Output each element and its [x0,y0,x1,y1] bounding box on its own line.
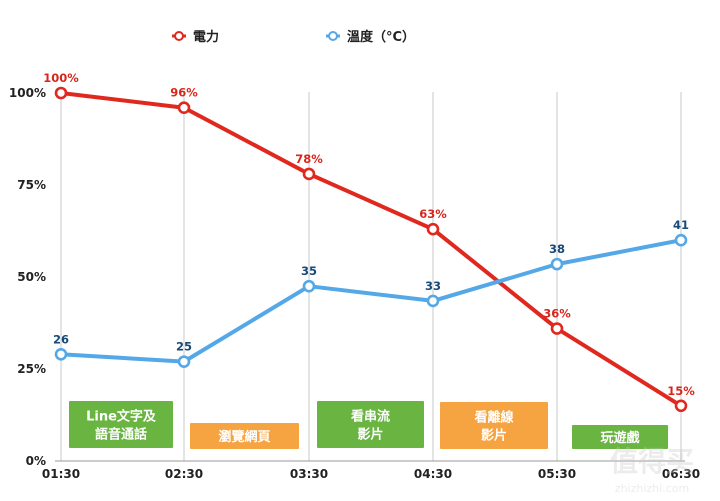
legend-label: 電力 [193,29,219,45]
data-label: 100% [43,71,79,85]
data-label: 36% [543,307,571,321]
data-label: 33 [425,279,441,293]
activity-label: 看離線 [474,410,514,426]
legend-label: 溫度（°C） [347,29,415,45]
activity-box-0 [69,401,173,448]
activity-box-4 [572,425,668,449]
activity-box-2 [317,401,424,448]
y-tick-label: 0% [26,454,46,468]
x-tick-label: 03:30 [290,467,328,481]
x-tick-label: 02:30 [165,467,203,481]
x-tick-label: 01:30 [42,467,80,481]
watermark: 值得买 zhizhizhi.com [610,445,694,495]
activity-label: 看串流 [351,409,390,425]
series-line-0 [59,91,683,408]
data-point [54,347,68,361]
watermark-sub: zhizhizhi.com [615,482,689,495]
data-label: 25 [176,340,192,354]
activity-label: 玩遊戲 [600,430,640,446]
y-tick-label: 25% [17,362,46,376]
data-point [177,101,191,115]
data-label: 35 [301,264,317,278]
activity-label: 瀏覽網頁 [218,429,270,445]
data-point [426,222,440,236]
data-point [302,167,316,181]
data-label: 63% [419,207,447,221]
data-label: 26 [53,332,69,346]
activity-box-1 [190,423,299,449]
y-tick-label: 100% [9,86,46,100]
activity-label: Line文字及 [86,409,157,425]
data-point [302,279,316,293]
x-tick-label: 06:30 [662,467,700,481]
data-point [550,322,564,335]
data-label: 38 [549,242,565,256]
axis-layer: 0% 25% 50% 75% 100% 01:30 02:30 03:30 04:30 05:30… [9,86,700,481]
x-tick-label: 04:30 [414,467,452,481]
data-point [426,294,440,308]
data-label: 78% [295,152,323,166]
data-label: 41 [673,218,689,232]
activity-label: 語音通話 [95,427,147,443]
data-label: 15% [667,384,695,398]
data-point [674,399,688,413]
data-point [54,86,68,100]
data-label: 96% [170,86,198,100]
grid-layer [60,92,682,461]
legend-swatch-marker [328,31,338,41]
y-tick-label: 50% [17,270,46,284]
data-point [177,355,191,368]
series-layer: 100% 96% 78% 63% 36% 15% 26 25 35 33 38 41 [43,71,695,413]
data-point [550,257,564,271]
legend-swatch-marker [174,31,184,41]
series-line-1 [59,238,683,364]
watermark-main: 值得买 [610,445,694,478]
activity-box-3 [440,402,548,449]
data-point [674,233,688,247]
y-tick-label: 75% [17,178,46,192]
activity-label: 影片 [481,428,507,444]
x-tick-label: 05:30 [538,467,576,481]
activity-label: 影片 [357,427,383,443]
legend: 電力 溫度（°C） [172,29,415,45]
